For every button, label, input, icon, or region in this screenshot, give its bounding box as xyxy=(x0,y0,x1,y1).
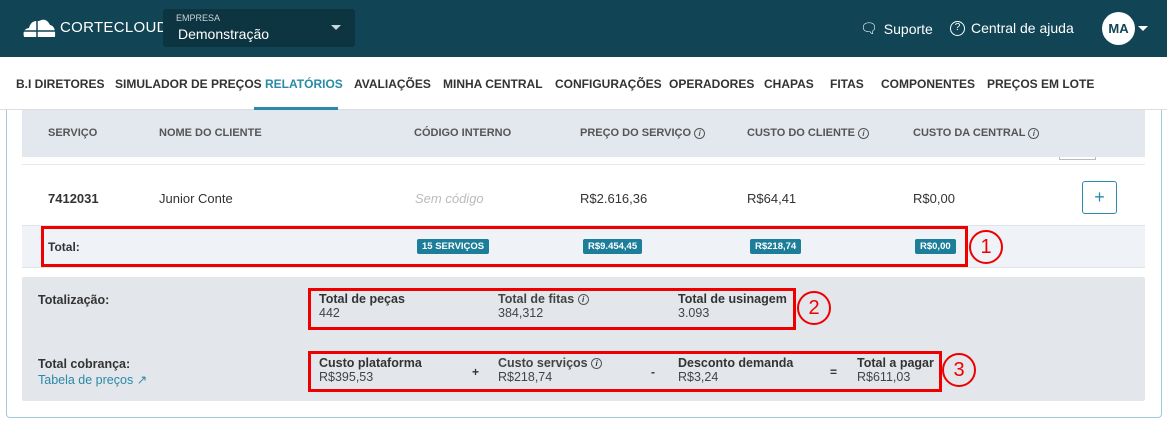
custo-plataforma-value: R$395,53 xyxy=(319,370,374,384)
support-link[interactable]: 🗨 Suporte xyxy=(860,20,933,37)
cell-servico[interactable]: 7412031 xyxy=(48,191,99,206)
cell-custo-central: R$0,00 xyxy=(913,191,955,206)
total-pecas: Total de peças 442 xyxy=(319,292,405,320)
total-custo-cliente-badge: R$218,74 xyxy=(750,239,802,254)
top-bar: CORTECLOUD EMPRESA Demonstração 🗨 Suporte… xyxy=(0,0,1167,57)
col-preco-label: PREÇO DO SERVIÇO xyxy=(580,127,692,139)
cell-codigo: Sem código xyxy=(415,191,484,206)
custo-servicos: Custo serviços i R$218,74 xyxy=(498,356,603,384)
total-usinagem: Total de usinagem 3.093 xyxy=(678,292,787,320)
tab-configuracoes[interactable]: CONFIGURAÇÕES xyxy=(555,77,662,91)
brand-name: CORTECLOUD xyxy=(60,18,168,36)
total-row: Total: 15 SERVIÇOS R$9.454,45 R$218,74 R… xyxy=(22,225,1145,268)
info-icon[interactable]: i xyxy=(1028,127,1040,139)
active-tab-indicator xyxy=(254,107,338,110)
col-servico[interactable]: SERVIÇO xyxy=(48,127,98,139)
tab-componentes[interactable]: COMPONENTES xyxy=(881,77,976,91)
info-icon[interactable]: i xyxy=(694,127,706,139)
cell-preco: R$2.616,36 xyxy=(580,191,648,206)
annotation-box-3 xyxy=(308,351,942,392)
chevron-down-icon xyxy=(331,25,341,30)
total-fitas-label: Total de fitas xyxy=(498,292,575,306)
equals-operator: = xyxy=(830,365,838,379)
annotation-box-1 xyxy=(41,226,968,267)
empresa-select[interactable]: EMPRESA Demonstração xyxy=(163,9,355,47)
desconto-demanda-label: Desconto demanda xyxy=(678,356,794,370)
annotation-box-2 xyxy=(308,288,796,330)
custo-servicos-label: Custo serviços xyxy=(498,356,588,370)
total-pagar-value: R$611,03 xyxy=(857,370,911,384)
table-header: SERVIÇO NOME DO CLIENTE CÓDIGO INTERNO P… xyxy=(22,110,1145,157)
chat-icon: 🗨 xyxy=(860,20,878,36)
support-label: Suporte xyxy=(883,20,933,37)
annotation-number-2: 2 xyxy=(797,291,831,325)
cloud-logo-icon xyxy=(22,19,56,37)
minus-operator: - xyxy=(651,365,655,379)
tab-bi-diretores[interactable]: B.I DIRETORES xyxy=(16,77,105,91)
col-preco[interactable]: PREÇO DO SERVIÇO i xyxy=(580,127,706,139)
tab-avaliacoes[interactable]: AVALIAÇÕES xyxy=(354,77,431,91)
total-pagar-label: Total a pagar xyxy=(857,356,934,370)
annotation-number-1: 1 xyxy=(969,230,1003,264)
avatar-chevron-icon[interactable] xyxy=(1138,26,1148,31)
tab-fitas[interactable]: FITAS xyxy=(830,77,864,91)
total-custo-central-badge: R$0,00 xyxy=(915,239,956,254)
tabela-precos-link[interactable]: Tabela de preços ↗ xyxy=(38,372,147,387)
tabela-precos-label: Tabela de preços xyxy=(38,373,134,387)
external-link-icon: ↗ xyxy=(136,373,148,387)
desconto-demanda: Desconto demanda R$3,24 xyxy=(678,356,793,384)
tab-operadores[interactable]: OPERADORES xyxy=(669,77,755,91)
info-icon[interactable]: i xyxy=(858,127,870,139)
annotation-number-3: 3 xyxy=(942,353,976,387)
table-row: 7412031 Junior Conte Sem código R$2.616,… xyxy=(22,164,1145,225)
col-cliente[interactable]: NOME DO CLIENTE xyxy=(159,127,262,139)
col-custo-cliente-label: CUSTO DO CLIENTE xyxy=(747,127,855,139)
custo-servicos-value: R$218,74 xyxy=(498,370,553,384)
info-icon[interactable]: i xyxy=(591,358,603,370)
total-fitas: Total de fitas i 384,312 xyxy=(498,292,589,320)
col-codigo[interactable]: CÓDIGO INTERNO xyxy=(414,127,512,139)
total-preco-badge: R$9.454,45 xyxy=(583,239,643,254)
cell-custo-cliente: R$64,41 xyxy=(747,191,797,206)
col-custo-central[interactable]: CUSTO DA CENTRAL i xyxy=(913,127,1040,139)
empresa-value: Demonstração xyxy=(178,26,270,42)
main-nav: B.I DIRETORES SIMULADOR DE PREÇOS RELATÓ… xyxy=(0,57,1167,110)
help-center-link[interactable]: ? Central de ajuda xyxy=(950,20,1074,36)
total-pecas-label: Total de peças xyxy=(319,292,405,306)
total-pecas-value: 442 xyxy=(319,306,340,320)
row-button-partial xyxy=(1059,157,1096,160)
col-custo-central-label: CUSTO DA CENTRAL xyxy=(913,127,1026,139)
help-icon: ? xyxy=(950,20,965,36)
plus-operator: + xyxy=(472,365,480,379)
custo-plataforma: Custo plataforma R$395,53 xyxy=(319,356,422,384)
logo[interactable]: CORTECLOUD xyxy=(22,17,168,37)
expand-row-button[interactable]: + xyxy=(1082,181,1117,214)
tab-relatorios[interactable]: RELATÓRIOS xyxy=(265,77,343,91)
total-servicos-badge: 15 SERVIÇOS xyxy=(417,239,490,254)
desconto-demanda-value: R$3,24 xyxy=(678,370,719,384)
cell-cliente: Junior Conte xyxy=(159,191,233,206)
total-label: Total: xyxy=(48,240,80,254)
info-icon[interactable]: i xyxy=(577,294,589,306)
custo-plataforma-label: Custo plataforma xyxy=(319,356,422,370)
total-usinagem-value: 3.093 xyxy=(678,306,710,320)
report-card xyxy=(6,110,1162,418)
avatar[interactable]: MA xyxy=(1102,12,1135,45)
total-cobranca-label: Total cobrança: xyxy=(38,357,131,371)
total-usinagem-label: Total de usinagem xyxy=(678,292,787,306)
total-fitas-value: 384,312 xyxy=(498,306,544,320)
help-label: Central de ajuda xyxy=(971,20,1074,36)
tab-chapas[interactable]: CHAPAS xyxy=(764,77,814,91)
tab-minha-central[interactable]: MINHA CENTRAL xyxy=(443,77,543,91)
empresa-label: EMPRESA xyxy=(176,13,221,23)
total-pagar: Total a pagar R$611,03 xyxy=(857,356,934,384)
totalizacao-label: Totalização: xyxy=(38,293,110,307)
tab-precos-em-lote[interactable]: PREÇOS EM LOTE xyxy=(987,77,1095,91)
col-custo-cliente[interactable]: CUSTO DO CLIENTE i xyxy=(747,127,870,139)
tab-simulador[interactable]: SIMULADOR DE PREÇOS xyxy=(115,77,262,91)
